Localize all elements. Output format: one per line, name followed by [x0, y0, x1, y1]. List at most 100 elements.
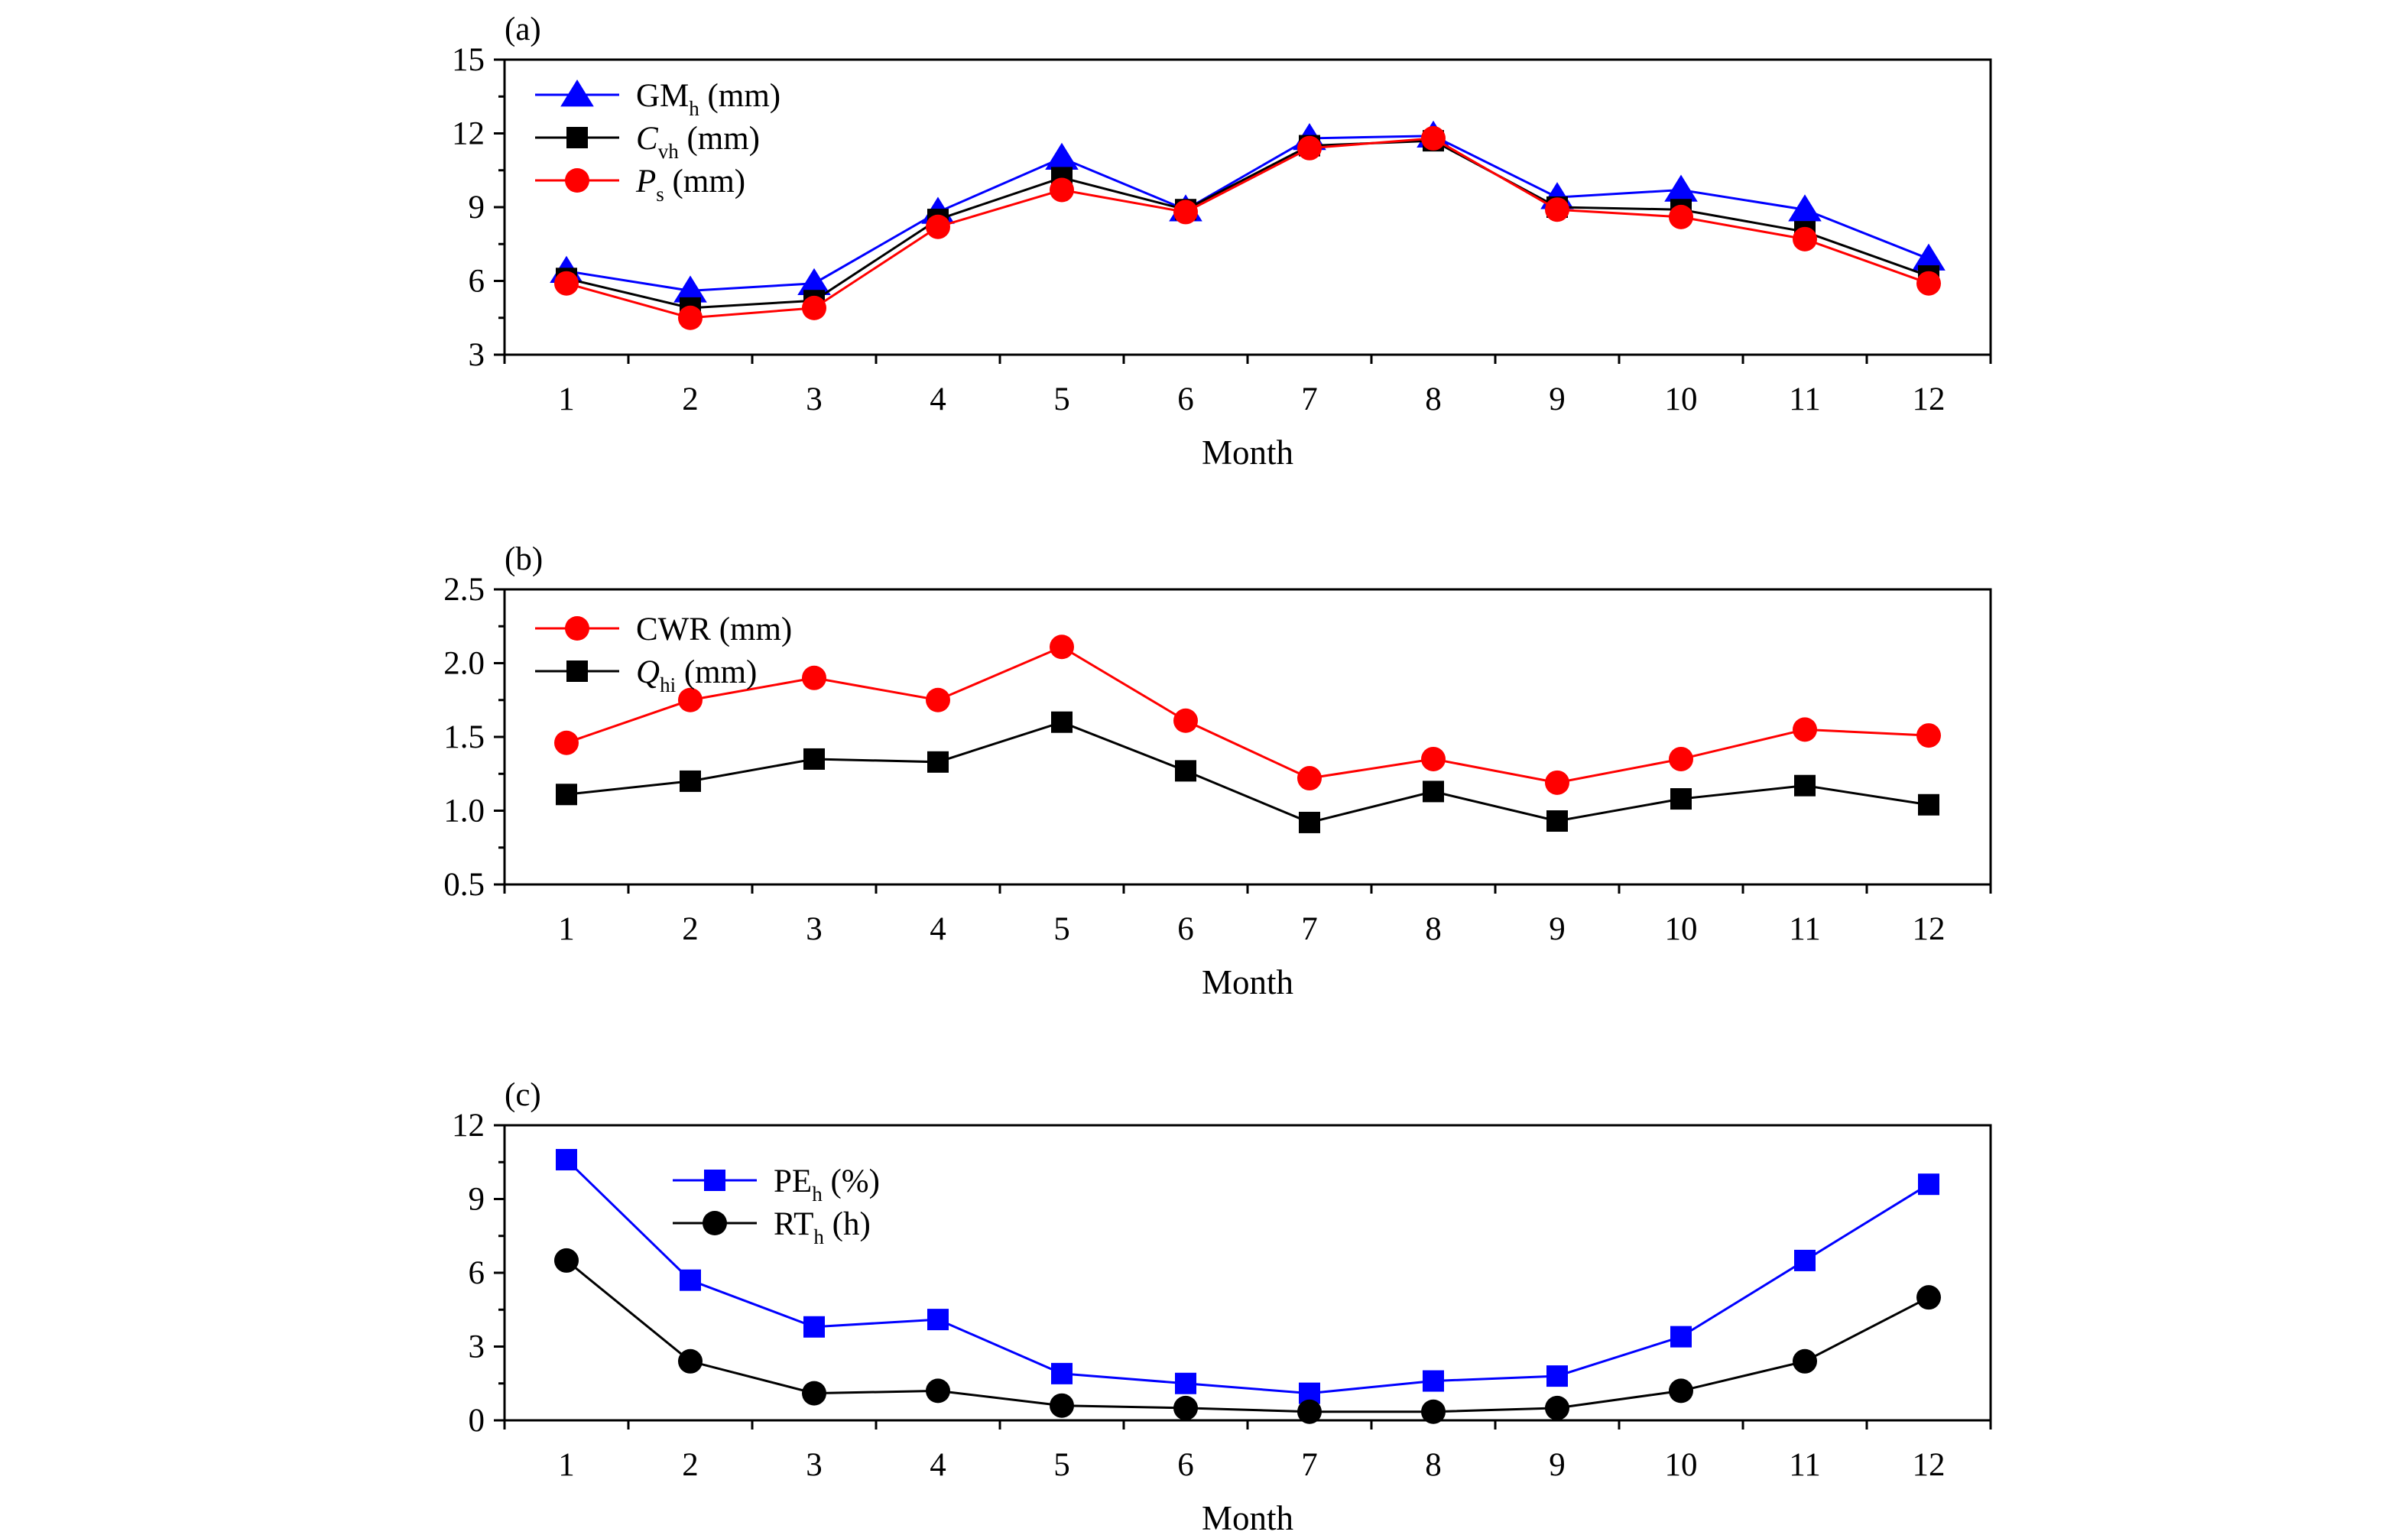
x-tick-label: 8 [1425, 1447, 1442, 1483]
data-point [678, 305, 703, 330]
data-point [802, 1381, 826, 1406]
x-tick-label: 8 [1425, 381, 1442, 417]
x-tick-label: 12 [1913, 911, 1946, 947]
legend: PEh (%)RTh (h) [673, 1163, 880, 1248]
y-tick-label: 3 [469, 1329, 485, 1365]
x-tick-label: 5 [1053, 1447, 1070, 1483]
series-line [566, 1259, 1929, 1413]
data-point [1297, 135, 1322, 161]
x-tick-label: 3 [806, 1447, 823, 1483]
legend-entry: CWR (mm) [535, 612, 792, 647]
legend-marker [704, 1170, 725, 1191]
data-point [1173, 708, 1198, 733]
series-line [566, 645, 1929, 784]
y-tick-label: 2.5 [443, 572, 485, 608]
data-point [1421, 1399, 1446, 1424]
data-point [1050, 1393, 1074, 1418]
data-point [1050, 634, 1074, 660]
x-axis-title: Month [1202, 433, 1293, 472]
data-point [1916, 271, 1941, 296]
data-point [1670, 788, 1692, 810]
data-point [680, 1269, 701, 1291]
y-tick-label: 0 [469, 1403, 485, 1439]
y-tick-label: 0.5 [443, 867, 485, 903]
data-point [926, 1378, 950, 1404]
legend-marker [566, 127, 588, 148]
legend-label: Ps (mm) [635, 164, 745, 206]
data-point [556, 784, 577, 806]
data-point [678, 1348, 703, 1374]
data-point [554, 730, 579, 755]
legend-label: PEh (%) [774, 1163, 880, 1206]
data-point [1546, 810, 1568, 832]
data-point [1793, 226, 1817, 252]
data-point [1299, 811, 1320, 833]
data-point [803, 1316, 825, 1338]
x-tick-label: 2 [682, 911, 699, 947]
data-point [1546, 1365, 1568, 1387]
data-point [556, 1149, 577, 1171]
series-2 [556, 130, 1939, 319]
series-line [566, 139, 1929, 310]
x-tick-label: 2 [682, 1447, 699, 1483]
series-1 [556, 1149, 1939, 1404]
x-tick-label: 12 [1913, 1447, 1946, 1483]
data-point [802, 295, 826, 320]
x-axis-title: Month [1202, 1499, 1293, 1535]
x-tick-label: 8 [1425, 911, 1442, 947]
legend-label: Cvh (mm) [636, 121, 760, 163]
x-tick-label: 10 [1665, 381, 1698, 417]
y-tick-label: 1.5 [443, 719, 485, 755]
data-point [1050, 177, 1074, 203]
legend-marker [565, 616, 589, 641]
x-tick-label: 1 [558, 911, 575, 947]
x-tick-label: 10 [1665, 1447, 1698, 1483]
data-point [802, 665, 826, 690]
x-tick-label: 11 [1789, 1447, 1820, 1483]
x-tick-label: 1 [558, 381, 575, 417]
series-line [566, 721, 1929, 824]
x-tick-label: 1 [558, 1447, 575, 1483]
data-point [1173, 200, 1198, 225]
data-point [927, 751, 949, 773]
series-line [566, 137, 1929, 320]
data-point [1545, 197, 1569, 222]
x-tick-label: 6 [1177, 911, 1194, 947]
data-point [1545, 770, 1569, 795]
panel-label: (c) [505, 1077, 541, 1113]
x-tick-label: 7 [1301, 1447, 1318, 1483]
panel-label: (a) [505, 11, 541, 47]
x-tick-label: 2 [682, 381, 699, 417]
data-point [1175, 760, 1196, 782]
series-line [565, 1158, 1929, 1395]
y-tick-label: 12 [452, 1108, 485, 1144]
x-tick-label: 4 [930, 381, 946, 417]
data-point [927, 1309, 949, 1331]
x-tick-label: 6 [1177, 1447, 1194, 1483]
y-tick-label: 2.0 [443, 646, 485, 682]
legend-label: GMh (mm) [636, 78, 780, 120]
data-point [554, 271, 579, 296]
data-point [680, 770, 701, 792]
legend-marker [566, 660, 588, 682]
x-tick-label: 12 [1913, 381, 1946, 417]
data-point [1423, 1370, 1444, 1392]
x-tick-label: 3 [806, 911, 823, 947]
legend-marker [560, 80, 594, 107]
x-tick-label: 10 [1665, 911, 1698, 947]
series-2 [554, 1248, 1941, 1424]
x-tick-label: 11 [1789, 911, 1820, 947]
data-point [1045, 142, 1079, 170]
x-tick-label: 7 [1301, 381, 1318, 417]
x-tick-label: 9 [1549, 381, 1566, 417]
y-tick-label: 9 [469, 1182, 485, 1218]
data-point [926, 214, 950, 239]
data-point [678, 687, 703, 712]
legend-marker [703, 1211, 727, 1235]
legend-entry: Qhi (mm) [535, 654, 757, 696]
x-tick-label: 4 [930, 1447, 946, 1483]
x-axis-title: Month [1202, 963, 1293, 1001]
